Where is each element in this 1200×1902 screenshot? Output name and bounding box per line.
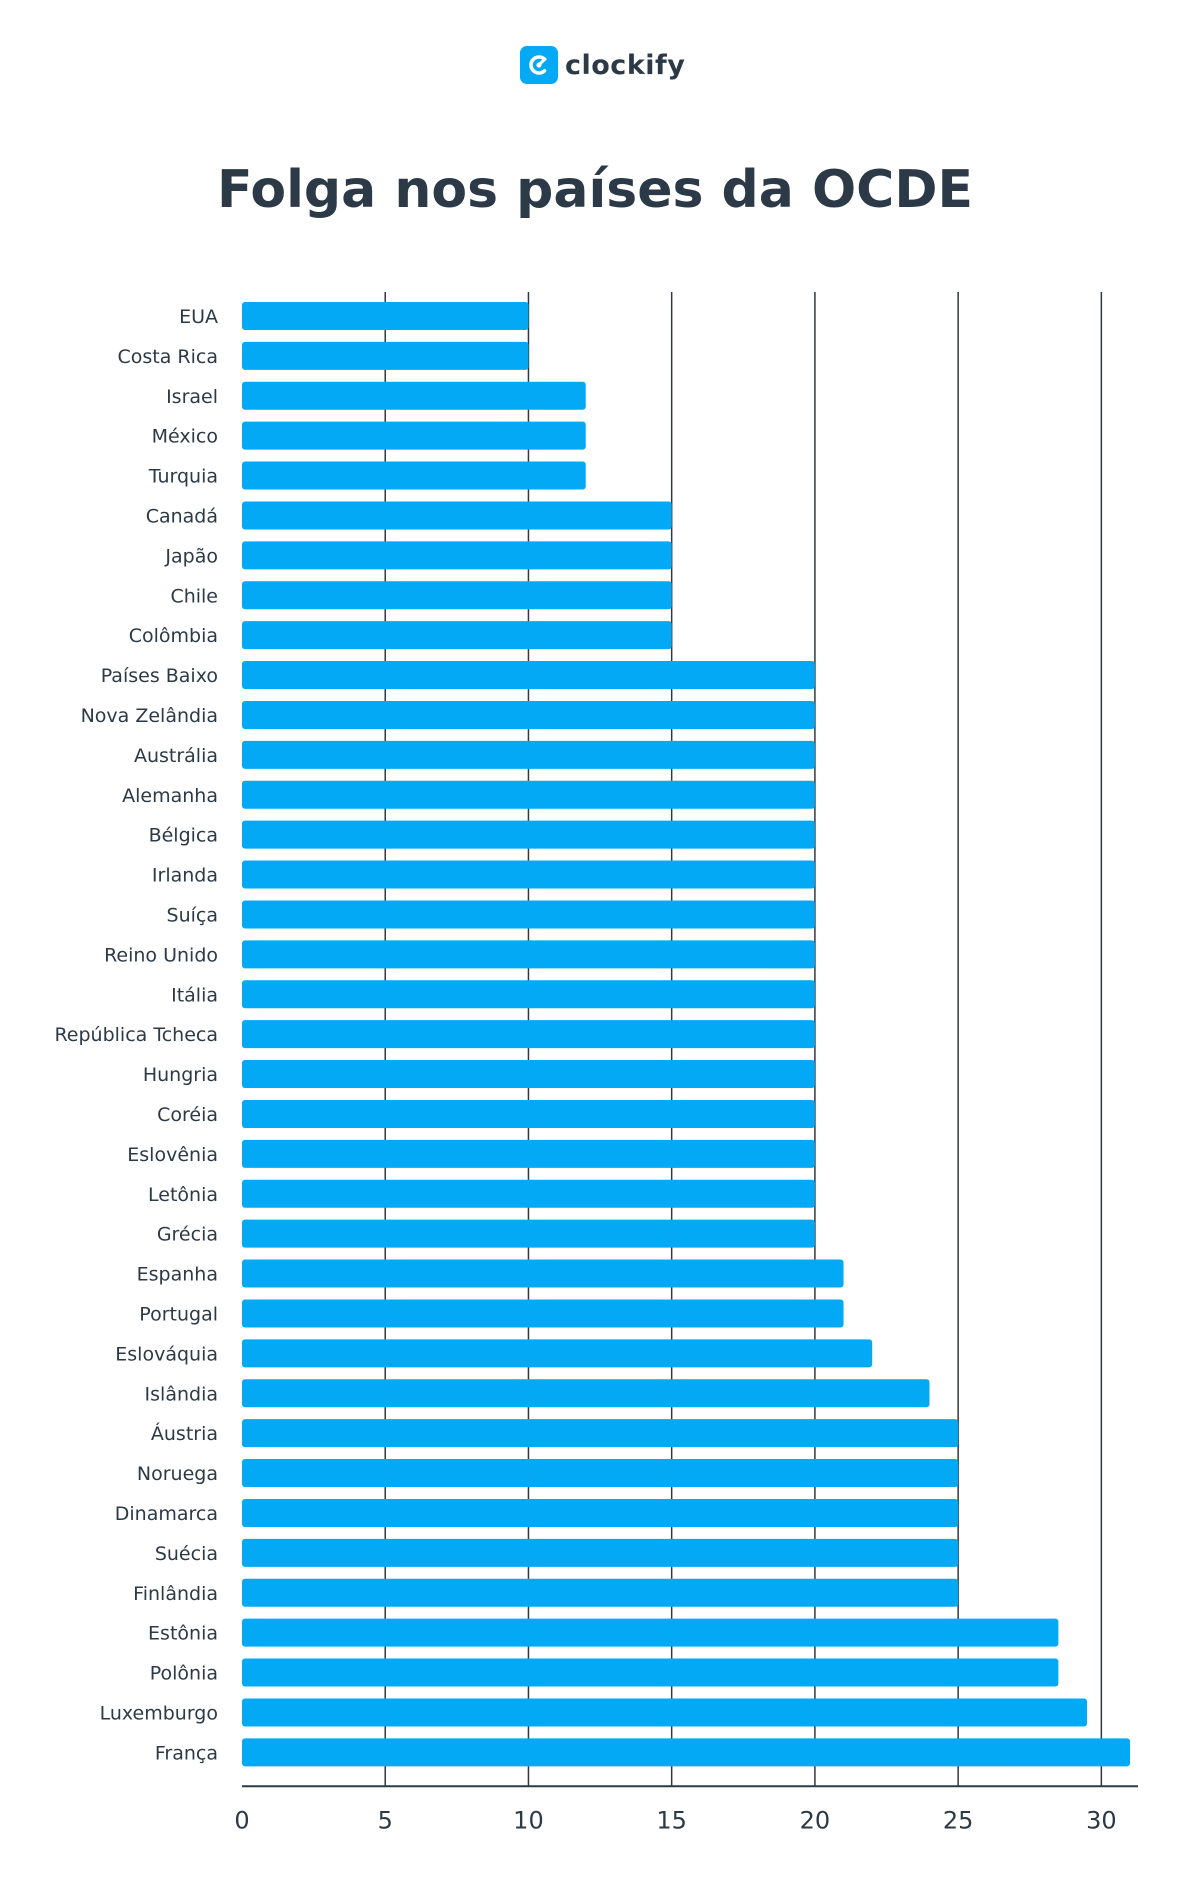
clockify-logo-icon bbox=[520, 46, 558, 84]
bar bbox=[242, 820, 815, 849]
bar bbox=[242, 1020, 815, 1049]
category-label: Bélgica bbox=[149, 825, 218, 847]
category-label: Alemanha bbox=[122, 785, 218, 807]
category-label: Coréia bbox=[157, 1104, 218, 1126]
x-tick-label: 30 bbox=[1086, 1806, 1117, 1834]
x-tick-label: 10 bbox=[513, 1806, 544, 1834]
bar bbox=[242, 621, 672, 650]
bar bbox=[242, 381, 586, 410]
bar bbox=[242, 1459, 959, 1488]
category-labels: EUA Costa Rica Israel México Turquia Canadá Ja… bbox=[54, 306, 218, 1764]
bar bbox=[242, 1339, 873, 1368]
category-label: Canadá bbox=[146, 505, 218, 527]
bar bbox=[242, 900, 815, 929]
category-label: Austrália bbox=[134, 745, 218, 767]
bar bbox=[242, 860, 815, 889]
bar bbox=[242, 1179, 815, 1208]
bar bbox=[242, 1419, 959, 1448]
category-label: Colômbia bbox=[129, 625, 218, 647]
category-label: França bbox=[155, 1742, 218, 1764]
bar bbox=[242, 1259, 844, 1288]
x-tick-label: 0 bbox=[234, 1806, 249, 1834]
bar bbox=[242, 581, 672, 610]
bar bbox=[242, 940, 815, 969]
bar bbox=[242, 1099, 815, 1128]
bar bbox=[242, 1658, 1059, 1687]
category-label: EUA bbox=[179, 306, 218, 328]
bar bbox=[242, 1498, 959, 1527]
bar bbox=[242, 1738, 1130, 1767]
bar bbox=[242, 1698, 1088, 1727]
category-label: Letônia bbox=[148, 1184, 218, 1206]
bar bbox=[242, 301, 529, 330]
category-label: Eslováquia bbox=[115, 1343, 218, 1365]
bar bbox=[242, 661, 815, 690]
x-tick-label: 15 bbox=[656, 1806, 687, 1834]
bar bbox=[242, 1299, 844, 1328]
bar bbox=[242, 1060, 815, 1089]
bar bbox=[242, 501, 672, 530]
category-label: Finlândia bbox=[133, 1583, 218, 1605]
category-label: Japão bbox=[164, 545, 218, 567]
x-tick-labels: 0 5 10 15 20 25 30 bbox=[234, 1806, 1116, 1834]
bar bbox=[242, 780, 815, 809]
category-label: Suécia bbox=[155, 1543, 218, 1565]
x-tick-label: 20 bbox=[800, 1806, 831, 1834]
category-label: Noruega bbox=[137, 1463, 218, 1485]
category-label: Reino Unido bbox=[104, 944, 218, 966]
clockify-logo: clockify bbox=[520, 46, 685, 84]
bar bbox=[242, 1578, 959, 1607]
bar bbox=[242, 1538, 959, 1567]
bar bbox=[242, 1139, 815, 1168]
category-label: México bbox=[152, 426, 218, 448]
category-label: Grécia bbox=[157, 1224, 218, 1246]
category-label: Espanha bbox=[137, 1264, 218, 1286]
category-label: Estônia bbox=[148, 1623, 218, 1645]
category-label: Luxemburgo bbox=[100, 1702, 218, 1724]
bar bbox=[242, 700, 815, 729]
bar bbox=[242, 980, 815, 1009]
category-label: Itália bbox=[171, 984, 218, 1006]
category-label: Países Baixo bbox=[101, 665, 218, 687]
chart-title: Folga nos países da OCDE bbox=[216, 160, 974, 220]
category-label: República Tcheca bbox=[54, 1024, 218, 1046]
bar bbox=[242, 1618, 1059, 1647]
category-label: Costa Rica bbox=[118, 346, 219, 368]
x-tick-label: 5 bbox=[378, 1806, 393, 1834]
x-tick-label: 25 bbox=[943, 1806, 974, 1834]
category-label: Áustria bbox=[151, 1422, 218, 1445]
category-label: Hungria bbox=[143, 1064, 218, 1086]
bar bbox=[242, 1219, 815, 1248]
category-label: Portugal bbox=[139, 1303, 218, 1325]
bar bbox=[242, 1379, 930, 1408]
brand-name: clockify bbox=[565, 49, 686, 81]
bars bbox=[242, 301, 1130, 1767]
category-label: Dinamarca bbox=[115, 1503, 218, 1525]
category-label: Chile bbox=[170, 585, 218, 607]
category-label: Eslovênia bbox=[127, 1144, 218, 1166]
category-label: Islândia bbox=[145, 1383, 218, 1405]
bar bbox=[242, 541, 672, 570]
bar bbox=[242, 421, 586, 450]
category-label: Israel bbox=[166, 386, 218, 408]
category-label: Irlanda bbox=[152, 865, 218, 887]
category-label: Nova Zelândia bbox=[81, 705, 218, 727]
bar bbox=[242, 341, 529, 370]
bar bbox=[242, 740, 815, 769]
category-label: Turquia bbox=[148, 466, 218, 488]
category-label: Suíça bbox=[167, 904, 218, 926]
bar bbox=[242, 461, 586, 490]
category-label: Polônia bbox=[150, 1663, 218, 1685]
